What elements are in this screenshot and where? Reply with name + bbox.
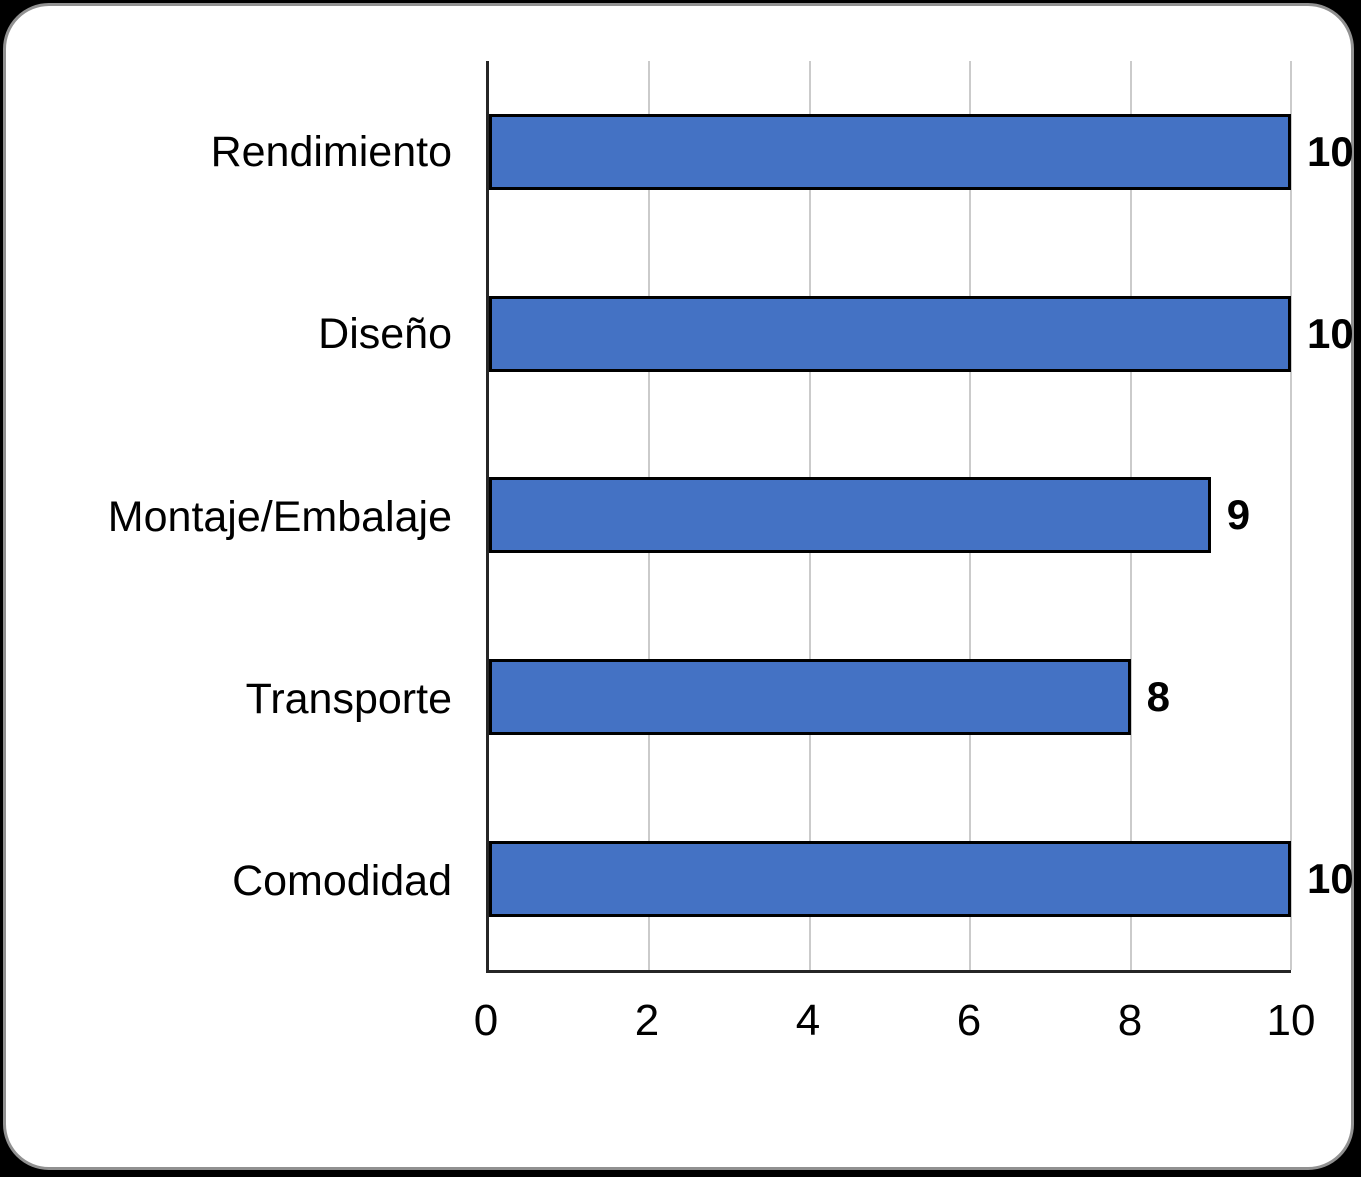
category-label-transporte: Transporte: [245, 674, 452, 723]
x-axis: 0 2 4 6 8 10: [474, 996, 1316, 1056]
category-label-montaje-embalaje: Montaje/Embalaje: [107, 492, 452, 541]
bar-row-transporte: 8: [489, 606, 1291, 788]
value-label-comodidad: 10: [1307, 855, 1354, 903]
x-tick-label-4: 4: [795, 996, 821, 1045]
bar-comodidad: [489, 841, 1291, 918]
gridline-x-10: [1290, 61, 1292, 970]
value-label-montaje-embalaje: 9: [1226, 491, 1251, 539]
x-tick-label-6: 6: [956, 996, 982, 1045]
category-label-diseno: Diseño: [318, 310, 452, 359]
value-label-rendimiento: 10: [1307, 127, 1354, 175]
category-label-rendimiento: Rendimiento: [210, 127, 452, 176]
x-tick-label-10: 10: [1266, 996, 1316, 1045]
bar-rendimiento: [489, 113, 1291, 190]
bar-montaje-embalaje: [489, 477, 1211, 554]
x-tick-label-8: 8: [1117, 996, 1143, 1045]
x-tick-label-0: 0: [473, 996, 499, 1045]
value-label-transporte: 8: [1146, 673, 1170, 721]
category-label-comodidad: Comodidad: [232, 857, 452, 906]
chart-card: Rendimiento Diseño Montaje/Embalaje Transpo…: [3, 3, 1354, 1170]
bar-diseno: [489, 295, 1291, 372]
category-axis: Rendimiento Diseño Montaje/Embalaje Transpo…: [36, 61, 452, 973]
bar-row-montaje-embalaje: 9: [489, 425, 1291, 607]
bar-row-rendimiento: 10: [489, 61, 1354, 243]
plot-area: 10 10 9 8 10: [486, 61, 1354, 973]
x-tick-label-2: 2: [634, 996, 660, 1045]
bar-transporte: [489, 659, 1131, 736]
value-label-diseno: 10: [1307, 309, 1354, 357]
bar-row-diseno: 10: [489, 243, 1354, 425]
bar-row-comodidad: 10: [489, 788, 1354, 970]
